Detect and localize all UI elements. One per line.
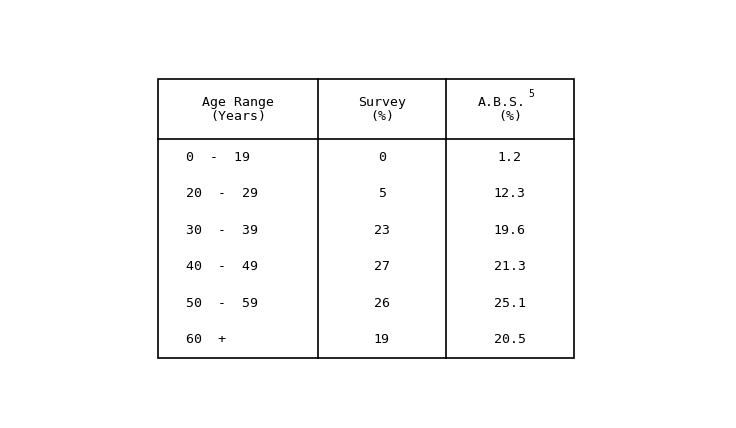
Text: 23: 23 <box>374 224 390 237</box>
Text: (%): (%) <box>498 110 522 123</box>
Text: 26: 26 <box>374 297 390 310</box>
Text: 19.6: 19.6 <box>494 224 526 237</box>
Text: 0: 0 <box>378 151 386 164</box>
Text: 20  -  29: 20 - 29 <box>186 187 258 200</box>
Text: (Years): (Years) <box>210 110 266 123</box>
Text: 12.3: 12.3 <box>494 187 526 200</box>
Text: 19: 19 <box>374 333 390 346</box>
Text: A.B.S.: A.B.S. <box>478 95 526 109</box>
Text: 5: 5 <box>378 187 386 200</box>
Text: 21.3: 21.3 <box>494 260 526 273</box>
Text: (%): (%) <box>369 110 394 123</box>
Text: 30  -  39: 30 - 39 <box>186 224 258 237</box>
Text: 0  -  19: 0 - 19 <box>186 151 250 164</box>
Text: 60  +: 60 + <box>186 333 227 346</box>
Text: 40  -  49: 40 - 49 <box>186 260 258 273</box>
Text: 5: 5 <box>528 89 534 99</box>
Text: 50  -  59: 50 - 59 <box>186 297 258 310</box>
Text: 20.5: 20.5 <box>494 333 526 346</box>
Text: 1.2: 1.2 <box>498 151 522 164</box>
Text: Survey: Survey <box>358 95 406 109</box>
Text: 25.1: 25.1 <box>494 297 526 310</box>
Text: 27: 27 <box>374 260 390 273</box>
Text: Age Range: Age Range <box>202 95 274 109</box>
